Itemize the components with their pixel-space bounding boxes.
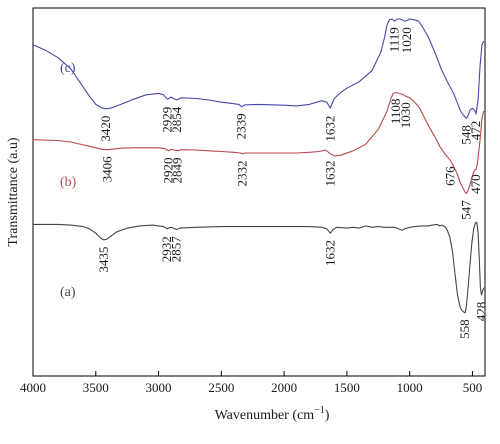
series-layer: [32, 18, 485, 314]
peak-label: 472: [468, 121, 483, 141]
series-tag: (b): [60, 175, 77, 190]
peak-label: 2920: [161, 158, 176, 184]
peak-label: 470: [468, 174, 483, 194]
peak-label: 1108: [388, 99, 403, 125]
peak-label: 3435: [96, 247, 111, 273]
x-tick-label: 500: [463, 380, 483, 395]
series-tag: (c): [60, 61, 76, 76]
x-tick-label: 1500: [334, 380, 360, 395]
peak-label: 2332: [234, 161, 249, 187]
x-axis-title-sup: −1: [314, 405, 325, 416]
y-axis-title: Transmittance (a.u): [6, 137, 21, 246]
peak-label: 2932: [159, 236, 174, 262]
peak-label: 558: [457, 319, 472, 339]
series-tag: (a): [60, 285, 76, 300]
peak-label: 3406: [100, 156, 115, 183]
peak-label: 3420: [98, 116, 113, 142]
peak-label: 428: [474, 302, 489, 322]
peak-label: 2849: [170, 158, 185, 184]
series-line: [33, 221, 485, 314]
peak-label: 2854: [169, 106, 184, 133]
peak-label: 676: [442, 166, 457, 186]
x-tick-label: 4000: [20, 380, 46, 395]
x-tick-label: 1000: [397, 380, 423, 395]
peak-label: 1030: [398, 102, 413, 128]
peak-label: 1632: [322, 240, 337, 266]
peak-label: 1119: [387, 27, 402, 52]
x-tick-label: 2000: [271, 380, 297, 395]
series-tags: (c) (b) (a): [60, 61, 77, 300]
peak-label: 2857: [169, 236, 184, 262]
series-line: [32, 92, 485, 195]
x-axis-title: Wavenumber (cm−1): [215, 405, 330, 423]
series-line: [32, 18, 485, 119]
plot-frame: [32, 7, 486, 377]
peak-label: 1020: [399, 27, 414, 53]
peak-label: 548: [458, 125, 473, 145]
peak-label: 2929: [160, 107, 175, 133]
x-tick-label: 2500: [208, 380, 234, 395]
peak-label: 547: [459, 200, 474, 220]
peak-label: 2339: [234, 113, 249, 139]
x-axis-title-end: ): [325, 408, 330, 423]
x-axis-ticks: 4000 3500 3000 2500 2000 1500 1000 500: [20, 371, 482, 395]
x-tick-label: 3000: [146, 380, 172, 395]
peak-label: 1632: [322, 116, 337, 142]
x-axis-title-main: Wavenumber (cm: [215, 408, 315, 423]
x-tick-label: 3500: [83, 380, 109, 395]
peak-label: 1632: [322, 161, 337, 187]
